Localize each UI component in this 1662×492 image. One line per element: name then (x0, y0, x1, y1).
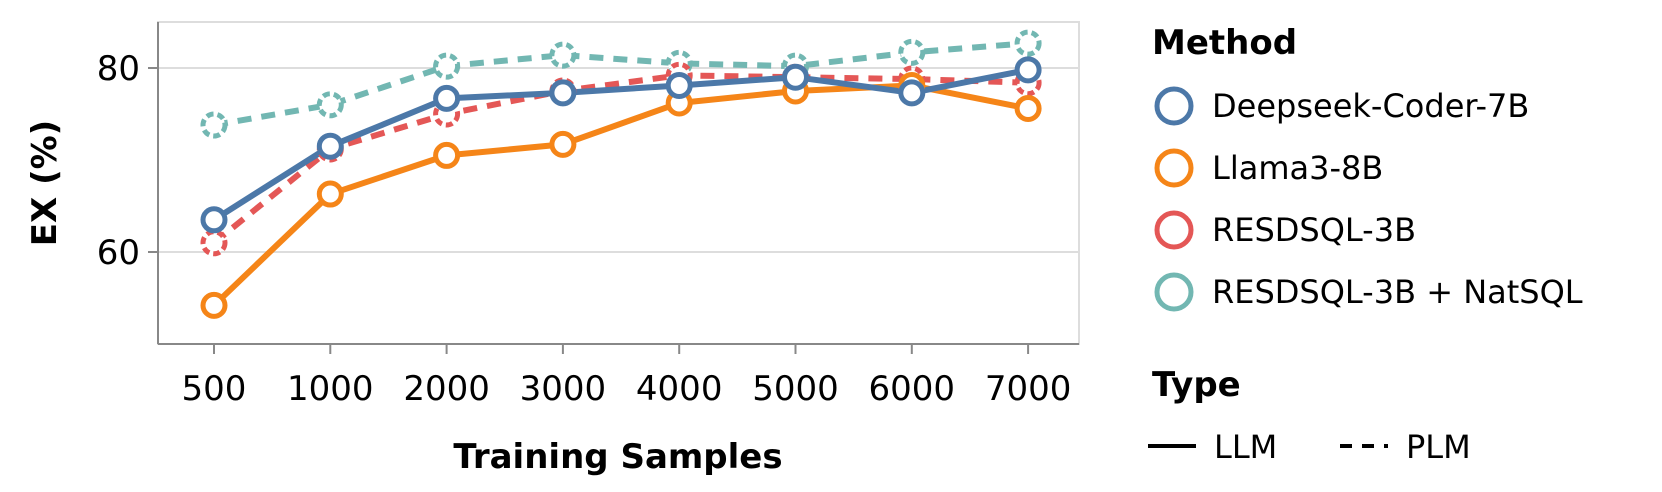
data-point-resdsql-3b-natsql-1000 (316, 91, 344, 119)
gridlines (158, 67, 1079, 253)
data-point-deepseek-coder-7b-3000 (549, 79, 577, 107)
x-tick-label-2000: 2000 (403, 369, 490, 409)
legend-label-deepseek-coder-7b: Deepseek-Coder-7B (1212, 87, 1529, 125)
legend-label-resdsql-3b: RESDSQL-3B (1212, 211, 1416, 249)
data-point-deepseek-coder-7b-1000 (316, 132, 344, 160)
data-point-deepseek-coder-7b-6000 (898, 79, 926, 107)
legend-symbol-llama3-8b (1154, 148, 1194, 188)
x-tick-label-3000: 3000 (520, 369, 607, 409)
x-tick-label-4000: 4000 (636, 369, 723, 409)
legend: Method Deepseek-Coder-7B Llama3-8B RESDSQL… (1148, 23, 1583, 466)
legend-symbol-resdsql-3b (1154, 210, 1194, 250)
legend-label-llama3-8b: Llama3-8B (1212, 149, 1383, 187)
legend-symbol-deepseek-coder-7b (1154, 86, 1194, 126)
data-point-llama3-8b-2000 (433, 141, 461, 169)
series-line-deepseek-coder-7b (212, 66, 1029, 223)
data-point-llama3-8b-7000 (1014, 94, 1042, 122)
legend-symbol-resdsql-3b-natsql (1154, 272, 1194, 312)
x-tick-label-7000: 7000 (985, 369, 1072, 409)
x-axis-ticks: 500 1000 2000 3000 4000 5000 6000 7000 (182, 344, 1072, 409)
x-tick-label-500: 500 (182, 369, 247, 409)
data-point-deepseek-coder-7b-500 (200, 206, 228, 234)
legend-type-items: LLM PLM (1148, 428, 1471, 466)
legend-type-label-llm: LLM (1214, 428, 1277, 466)
data-point-resdsql-3b-natsql-500 (200, 111, 228, 139)
legend-method-title: Method (1152, 23, 1297, 63)
data-point-resdsql-3b-natsql-3000 (549, 41, 577, 69)
legend-label-resdsql-3b-natsql: RESDSQL-3B + NatSQL (1212, 273, 1583, 311)
series-lines (211, 40, 1029, 308)
data-point-resdsql-3b-natsql-6000 (898, 38, 926, 66)
legend-method-items: Deepseek-Coder-7B Llama3-8B RESDSQL-3B RESD… (1154, 86, 1583, 312)
data-point-deepseek-coder-7b-5000 (782, 63, 809, 91)
data-point-resdsql-3b-500 (200, 229, 228, 257)
x-tick-label-1000: 1000 (287, 369, 374, 409)
y-axis-ticks: 60 80 (97, 49, 158, 273)
legend-type-title: Type (1152, 365, 1241, 405)
y-axis-title: EX (%) (25, 120, 65, 246)
data-point-resdsql-3b-natsql-2000 (433, 52, 461, 80)
y-tick-label-80: 80 (97, 49, 140, 89)
data-point-llama3-8b-1000 (316, 180, 344, 208)
series-line-llama3-8b (211, 82, 1029, 308)
plot-background (157, 21, 1080, 345)
data-point-llama3-8b-500 (200, 291, 228, 319)
series-line-resdsql-3b-natsql (213, 40, 1029, 128)
data-point-llama3-8b-3000 (549, 130, 577, 158)
x-axis-title: Training Samples (453, 437, 782, 477)
x-tick-label-5000: 5000 (752, 369, 839, 409)
data-point-deepseek-coder-7b-4000 (665, 71, 693, 99)
data-point-deepseek-coder-7b-7000 (1014, 56, 1042, 84)
series-line-resdsql-3b (212, 72, 1029, 246)
data-point-resdsql-3b-natsql-7000 (1014, 29, 1042, 57)
data-point-deepseek-coder-7b-2000 (433, 84, 461, 112)
legend-type-label-plm: PLM (1406, 428, 1471, 466)
y-tick-label-60: 60 (97, 233, 140, 273)
x-tick-label-6000: 6000 (869, 369, 956, 409)
series-points (200, 29, 1042, 319)
